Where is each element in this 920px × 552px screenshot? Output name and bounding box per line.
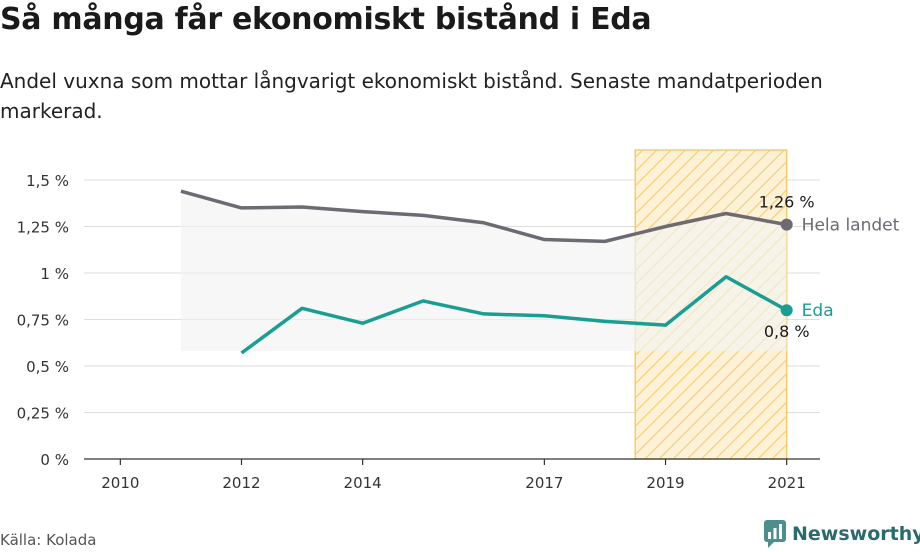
source-note: Källa: Kolada: [0, 531, 97, 549]
brand-name: Newsworthy: [792, 523, 920, 545]
y-tick-label: 0,5 %: [26, 358, 69, 376]
y-tick-label: 0 %: [40, 451, 69, 469]
series-value-label: 0,8 %: [764, 322, 810, 341]
x-tick-label: 2019: [646, 474, 684, 492]
y-tick-label: 1,25 %: [17, 219, 69, 237]
x-tick-label: 2014: [344, 474, 382, 492]
x-tick-label: 2010: [101, 474, 139, 492]
series-line-1: [240, 274, 788, 355]
series-name-label: Eda: [802, 301, 834, 321]
brand-logo: Newsworthy: [764, 520, 920, 548]
x-tick-label: 2017: [525, 474, 563, 492]
chart-title: Så många får ekonomiskt bistånd i Eda: [0, 2, 652, 37]
series-value-label: 1,26 %: [759, 193, 815, 212]
range-band: [180, 191, 787, 352]
y-tick-label: 0,75 %: [17, 312, 69, 330]
series-name-label: Hela landet: [802, 216, 900, 236]
x-axis: 2010 2012 2014 2017 2019 2021: [84, 458, 820, 492]
y-tick-label: 1 %: [40, 265, 69, 283]
series-line-0: [180, 189, 788, 244]
y-tick-label: 0,25 %: [17, 405, 69, 423]
range-band-area: [180, 191, 787, 352]
chart-subtitle: Andel vuxna som mottar långvarigt ekonom…: [0, 69, 823, 123]
series-end-point-0: [780, 218, 793, 231]
x-tick-label: 2021: [768, 474, 806, 492]
series-lines: [180, 189, 793, 355]
x-tick-label: 2012: [222, 474, 260, 492]
y-tick-label: 1,5 %: [26, 172, 69, 190]
series-end-point-1: [780, 304, 793, 317]
newsworthy-logo-icon: [764, 520, 786, 548]
